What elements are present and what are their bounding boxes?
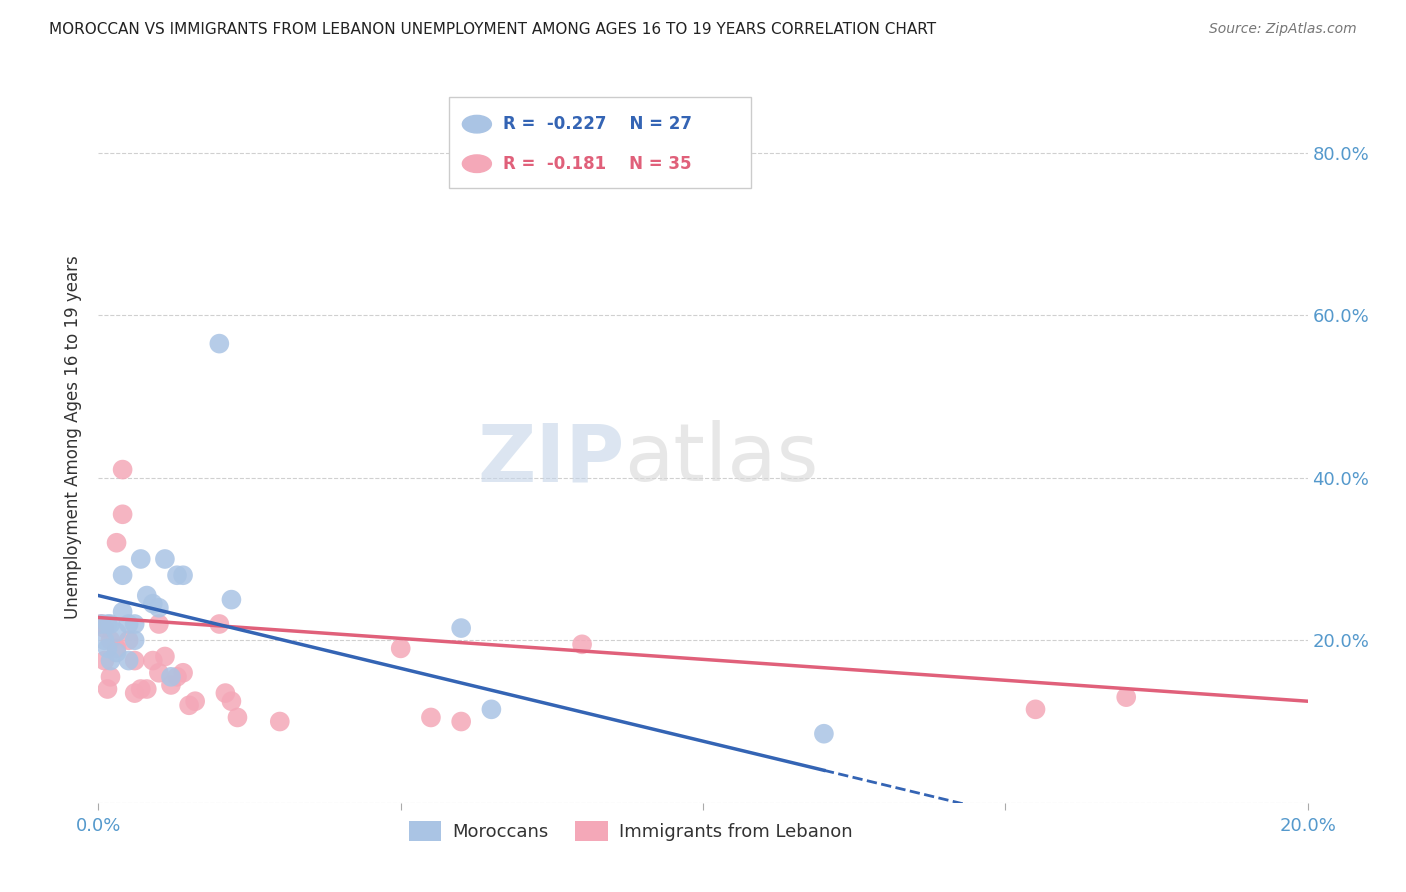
Point (1024, 702, 1046, 716)
Point (160, 678, 183, 692)
Point (129, 681, 152, 696)
Point (166, 670, 188, 684)
Point (160, 670, 183, 684)
Point (450, 714, 472, 729)
Legend: Moroccans, Immigrants from Lebanon: Moroccans, Immigrants from Lebanon (402, 814, 859, 848)
Point (135, 589, 157, 603)
Point (571, 637, 593, 651)
Point (129, 552, 152, 566)
Point (124, 686, 146, 700)
Text: atlas: atlas (624, 420, 818, 498)
Point (124, 617, 146, 632)
Point (179, 698, 201, 713)
Point (105, 641, 128, 656)
Point (100, 670, 122, 684)
Point (100, 633, 122, 648)
Point (111, 605, 134, 619)
Point (111, 462, 134, 476)
Text: R =  -0.227    N = 27: R = -0.227 N = 27 (503, 115, 693, 133)
Point (142, 654, 165, 668)
Point (90, 617, 112, 632)
Point (111, 508, 134, 522)
Point (214, 686, 236, 700)
Point (96, 617, 118, 632)
Point (208, 336, 231, 351)
Point (90, 617, 112, 632)
Point (93, 621, 115, 635)
Text: ZIP: ZIP (477, 420, 624, 498)
Point (172, 568, 194, 582)
Point (93, 654, 115, 668)
Point (142, 597, 165, 611)
Point (221, 592, 243, 607)
Point (100, 654, 122, 668)
Point (124, 633, 146, 648)
Text: MOROCCAN VS IMMIGRANTS FROM LEBANON UNEMPLOYMENT AMONG AGES 16 TO 19 YEARS CORRE: MOROCCAN VS IMMIGRANTS FROM LEBANON UNEM… (49, 22, 936, 37)
Point (105, 625, 128, 640)
Point (153, 552, 176, 566)
Point (111, 568, 134, 582)
Point (269, 714, 291, 729)
Text: R =  -0.181    N = 35: R = -0.181 N = 35 (503, 154, 692, 173)
Point (450, 621, 472, 635)
Point (226, 710, 249, 724)
Point (96, 681, 118, 696)
Point (153, 649, 176, 664)
Point (96, 641, 118, 656)
Y-axis label: Unemployment Among Ages 16 to 19 years: Unemployment Among Ages 16 to 19 years (65, 255, 83, 619)
Point (166, 568, 188, 582)
Point (135, 681, 157, 696)
Point (148, 600, 170, 615)
FancyBboxPatch shape (449, 97, 751, 188)
Point (208, 617, 231, 632)
Point (148, 665, 170, 680)
Point (105, 535, 128, 549)
Text: Source: ZipAtlas.com: Source: ZipAtlas.com (1209, 22, 1357, 37)
Point (184, 694, 207, 708)
Point (105, 645, 128, 659)
Point (100, 617, 122, 632)
Point (172, 665, 194, 680)
Point (118, 633, 141, 648)
Point (1115, 690, 1137, 705)
Point (389, 641, 412, 656)
Point (124, 654, 146, 668)
Point (420, 710, 443, 724)
Point (118, 654, 141, 668)
Point (148, 617, 170, 632)
Point (481, 702, 503, 716)
Point (93, 633, 115, 648)
Point (221, 694, 243, 708)
Point (118, 617, 141, 632)
Circle shape (463, 115, 492, 133)
Circle shape (463, 155, 492, 172)
Point (813, 727, 835, 741)
